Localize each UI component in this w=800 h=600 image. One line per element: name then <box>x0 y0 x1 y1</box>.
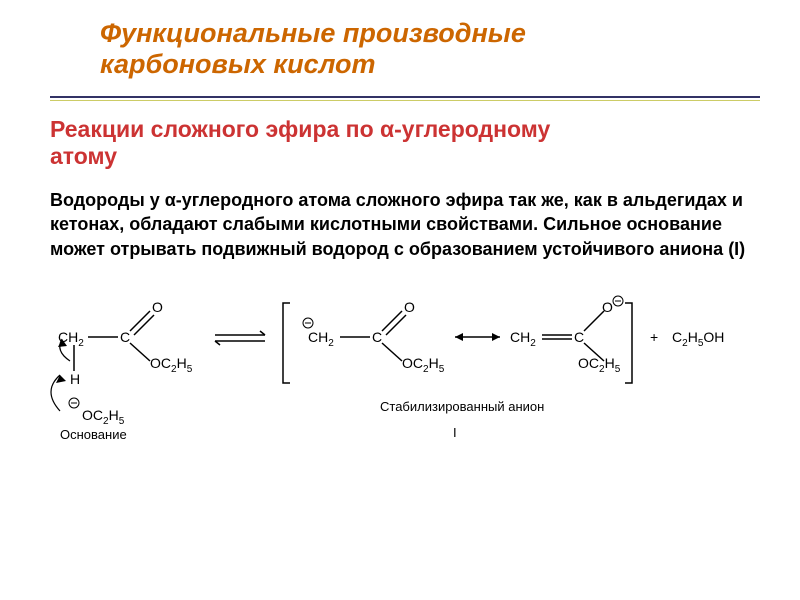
left-ch2: CH2 <box>58 329 84 349</box>
anion-caption: Стабилизированный анион <box>380 399 544 414</box>
mr-ch2: CH <box>510 329 530 345</box>
left-h: H <box>70 371 80 387</box>
mr-oc-h: H <box>605 355 615 371</box>
subtitle-line-2: атому <box>50 143 760 170</box>
body-paragraph: Водороды у α-углеродного атома сложного … <box>0 176 800 271</box>
slide-title: Функциональные производные карбоновых ки… <box>0 0 800 88</box>
prod-oh: OH <box>703 329 724 345</box>
mr-oc-sub2: 5 <box>615 364 621 375</box>
mr-oc: OC <box>578 355 599 371</box>
mid-right-ch2: CH2 <box>510 329 536 349</box>
base-oc: OC <box>82 407 103 423</box>
title-line-1: Функциональные производные <box>100 18 760 49</box>
subtitle: Реакции сложного эфира по α-углеродному … <box>0 102 800 176</box>
ml-oc-h: H <box>429 355 439 371</box>
left-base-oc2h5: OC2H5 <box>82 407 124 427</box>
oc-h: H <box>177 355 187 371</box>
ch2-sub: 2 <box>78 338 84 349</box>
body-text: Водороды у α-углеродного атома сложного … <box>50 188 750 261</box>
divider-bottom <box>50 100 760 101</box>
title-line-2: карбоновых кислот <box>100 49 760 80</box>
reaction-scheme: CH2 C O OC2H5 H OC2H5 Основание CH2 C O … <box>0 291 800 531</box>
left-oc2h5: OC2H5 <box>150 355 192 375</box>
mid-right-c: C <box>574 329 584 345</box>
ml-oc-sub2: 5 <box>439 364 445 375</box>
mid-right-oc2h5: OC2H5 <box>578 355 620 375</box>
subtitle-line-1: Реакции сложного эфира по α-углеродному <box>50 116 760 143</box>
oc-text: OC <box>150 355 171 371</box>
ch2-text: CH <box>58 329 78 345</box>
base-h: H <box>109 407 119 423</box>
label-I: I <box>453 425 457 440</box>
base-sub2: 5 <box>119 416 125 427</box>
mid-left-oc2h5: OC2H5 <box>402 355 444 375</box>
ml-oc: OC <box>402 355 423 371</box>
base-label: Основание <box>60 427 127 442</box>
prod-h: H <box>688 329 698 345</box>
plus-sign: + <box>650 329 658 345</box>
oc-sub2: 5 <box>187 364 193 375</box>
left-c: C <box>120 329 130 345</box>
prod-c: C <box>672 329 682 345</box>
ml-sub: 2 <box>328 338 334 349</box>
mid-left-c: C <box>372 329 382 345</box>
product-c2h5oh: C2H5OH <box>672 329 724 349</box>
ml-ch2: CH <box>308 329 328 345</box>
mid-right-o: O <box>602 299 613 315</box>
mid-left-o: O <box>404 299 415 315</box>
divider-top <box>50 96 760 98</box>
mr-sub: 2 <box>530 338 536 349</box>
title-divider <box>50 96 760 102</box>
mid-left-ch2: CH2 <box>308 329 334 349</box>
left-o: O <box>152 299 163 315</box>
